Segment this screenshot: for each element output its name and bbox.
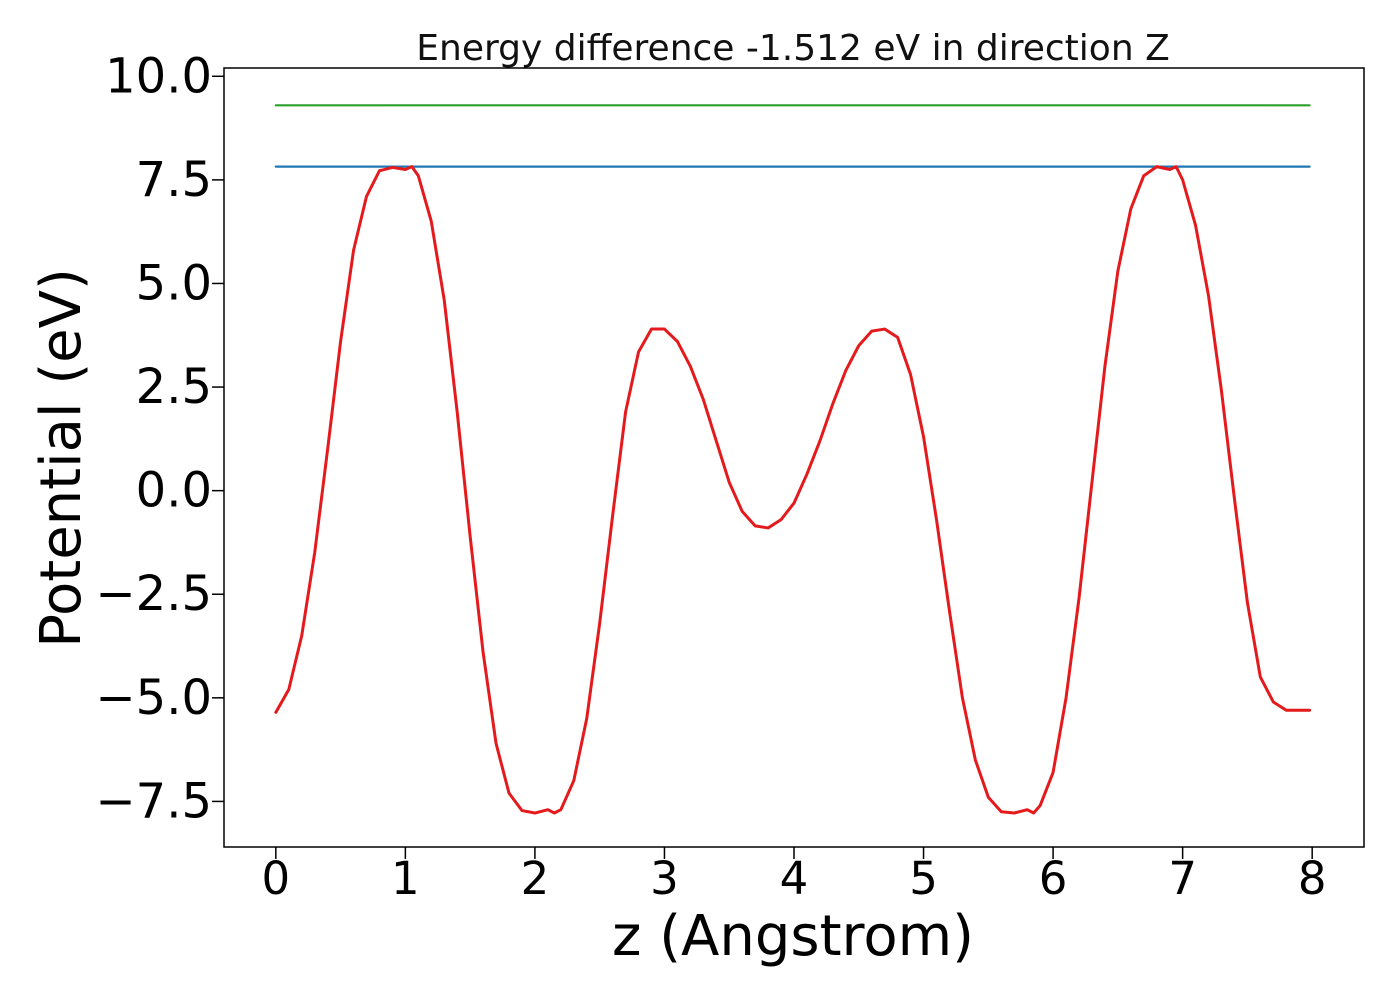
x-tick-label: 1 — [391, 852, 420, 905]
x-tick-label: 7 — [1168, 852, 1197, 905]
potential-curve — [274, 165, 1312, 815]
x-tick-label: 2 — [521, 852, 550, 905]
x-tick-label: 8 — [1298, 852, 1327, 905]
y-tick-label: 5.0 — [136, 255, 212, 311]
x-tick-label: 3 — [650, 852, 679, 905]
chart-title: Energy difference -1.512 eV in direction… — [416, 28, 1170, 69]
y-axis-label: Potential (eV) — [29, 268, 94, 648]
y-axis-ticks: 10.0 7.5 5.0 2.5 0.0 −2.5 −5.0 −7.5 — [95, 48, 224, 829]
y-tick-label: 0.0 — [136, 463, 212, 519]
y-tick-label: −2.5 — [95, 566, 212, 622]
y-tick-label: 10.0 — [105, 48, 212, 104]
x-tick-label: 5 — [909, 852, 938, 905]
x-tick-label: 6 — [1039, 852, 1068, 905]
plot-area — [223, 67, 1365, 848]
y-tick-label: −5.0 — [95, 670, 212, 726]
y-tick-label: −7.5 — [95, 773, 212, 829]
x-tick-label: 4 — [780, 852, 809, 905]
x-tick-label: 0 — [261, 852, 290, 905]
series-layer — [274, 104, 1312, 815]
y-tick-label: 7.5 — [136, 152, 212, 208]
x-axis-ticks: 0 1 2 3 4 5 6 7 8 — [261, 847, 1327, 905]
y-tick-label: 2.5 — [136, 359, 212, 415]
x-axis-label: z (Angstrom) — [612, 904, 974, 969]
